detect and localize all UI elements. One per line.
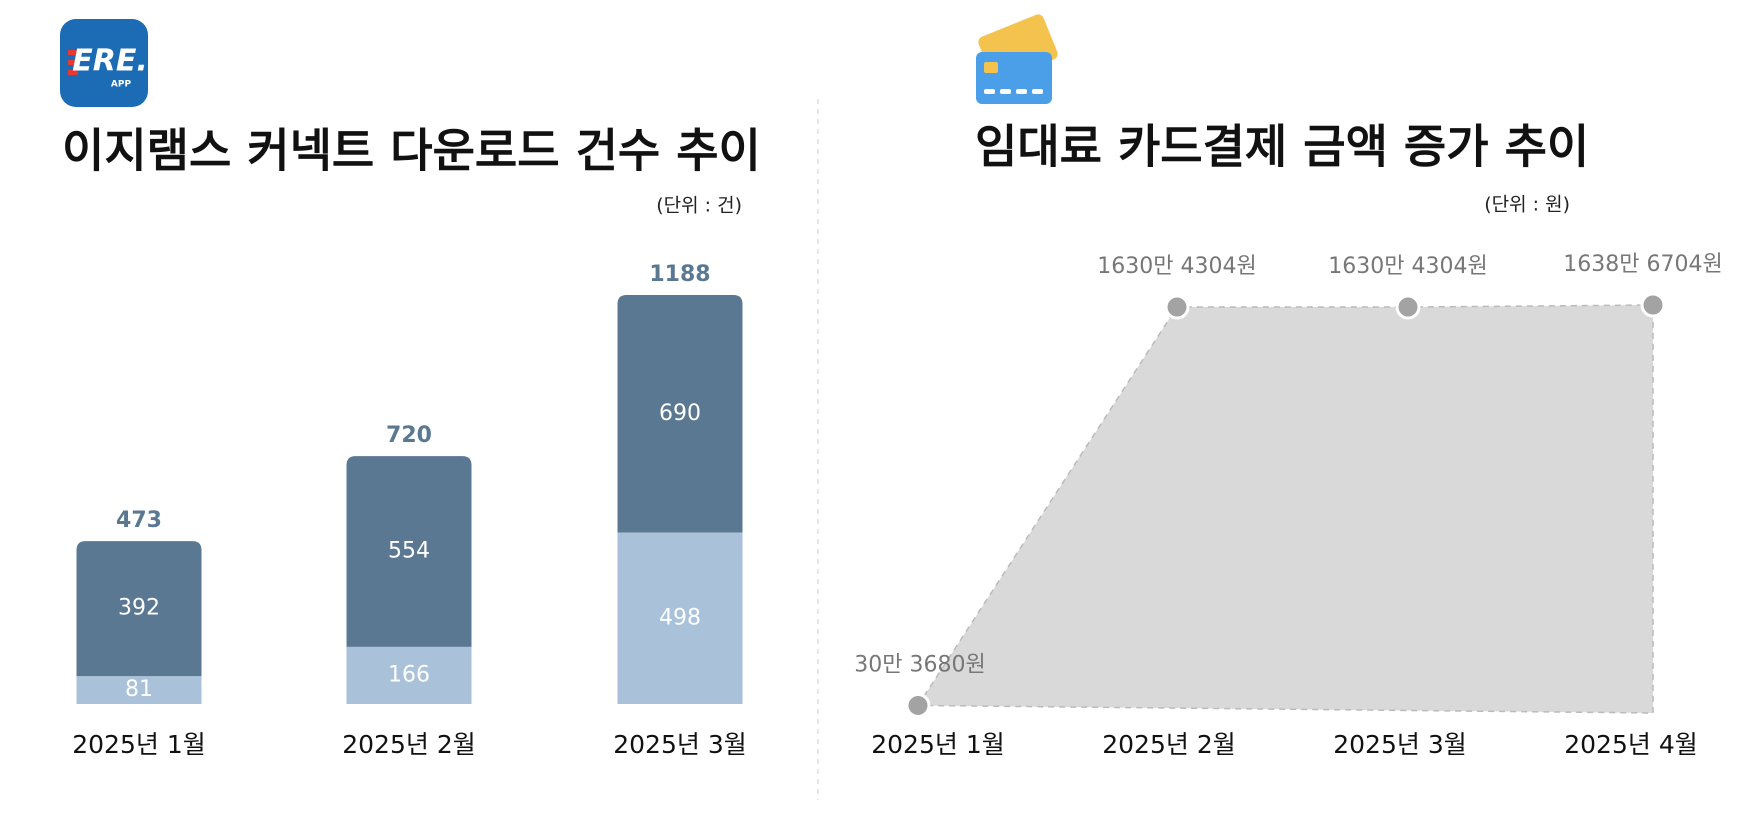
x-tick-label: 2025년 2월 [342, 730, 475, 759]
unit-label: (단위 : 건) [656, 195, 742, 217]
card-dash [1016, 89, 1027, 94]
card-dash [1000, 89, 1011, 94]
x-tick-label: 2025년 3월 [1333, 730, 1466, 759]
logo-stripe [68, 60, 78, 65]
area [916, 304, 1654, 714]
chart-title: 이지램스 커넥트 다운로드 건수 추이 [62, 124, 761, 178]
chart-title: 임대료 카드결제 금액 증가 추이 [975, 120, 1589, 174]
card-dash [984, 89, 995, 94]
card-dash [1032, 89, 1043, 94]
segment-label: 690 [659, 401, 701, 426]
value-label: 1630만 4304원 [1097, 254, 1256, 279]
total-label: 473 [116, 508, 162, 533]
bar-segment [617, 532, 743, 704]
segment-label: 81 [125, 677, 153, 702]
total-label: 1188 [649, 262, 710, 287]
unit-label: (단위 : 원) [1484, 194, 1570, 216]
card-chip [984, 62, 998, 73]
total-label: 720 [386, 423, 432, 448]
bar-segment [76, 676, 202, 704]
x-tick-label: 2025년 1월 [871, 730, 1004, 759]
segment-label: 498 [659, 605, 701, 630]
x-tick-label: 2025년 2월 [1102, 730, 1235, 759]
logo-text: ERE. [72, 44, 147, 79]
point [905, 692, 931, 718]
logo-stripe [68, 50, 78, 55]
segment-label: 554 [388, 538, 430, 563]
point [1640, 292, 1666, 318]
logo: ERE. APP [60, 19, 148, 107]
x-tick-label: 2025년 1월 [72, 730, 205, 759]
segment-label: 166 [388, 662, 430, 687]
value-label: 1630만 4304원 [1328, 254, 1487, 279]
card-front [976, 52, 1052, 104]
point [1395, 294, 1421, 320]
logo-bg [60, 19, 148, 107]
logo-sub: APP [111, 80, 132, 90]
bar-segment [346, 646, 472, 704]
logo-stripe [68, 70, 78, 75]
value-label: 30만 3680원 [854, 652, 985, 677]
segment-label: 392 [118, 596, 160, 621]
bar-segment [346, 456, 472, 647]
bar-segment [617, 295, 743, 533]
bar-segment [76, 541, 202, 677]
card-icon [976, 14, 1058, 104]
x-tick-label: 2025년 4월 [1564, 730, 1697, 759]
x-tick-label: 2025년 3월 [613, 730, 746, 759]
point [1164, 294, 1190, 320]
value-label: 1638만 6704원 [1563, 252, 1722, 277]
